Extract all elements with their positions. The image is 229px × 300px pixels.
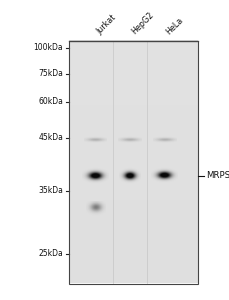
- Text: Jurkat: Jurkat: [95, 13, 118, 36]
- Text: 100kDa: 100kDa: [33, 44, 63, 52]
- Text: HeLa: HeLa: [164, 15, 184, 36]
- Text: 75kDa: 75kDa: [38, 69, 63, 78]
- Text: 35kDa: 35kDa: [38, 186, 63, 195]
- Text: HepG2: HepG2: [129, 10, 155, 36]
- Text: 60kDa: 60kDa: [38, 98, 63, 106]
- Text: 25kDa: 25kDa: [38, 249, 63, 258]
- Text: MRPS31: MRPS31: [205, 171, 229, 180]
- Text: 45kDa: 45kDa: [38, 134, 63, 142]
- Bar: [69, 40, 197, 284]
